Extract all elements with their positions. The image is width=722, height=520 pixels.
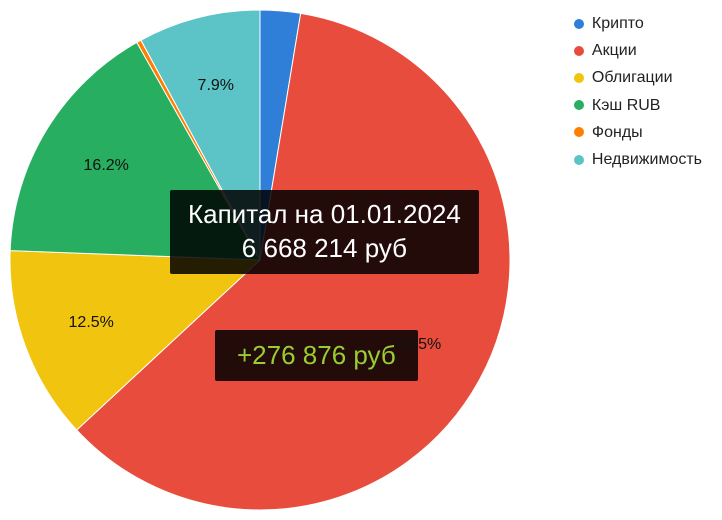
slice-label: 16.2% bbox=[84, 157, 129, 175]
capital-tooltip: Капитал на 01.01.2024 6 668 214 руб bbox=[170, 190, 479, 274]
tooltip-title: Капитал на 01.01.2024 bbox=[188, 198, 461, 232]
legend-item: Акции bbox=[574, 37, 702, 64]
legend-marker bbox=[574, 155, 584, 165]
legend-marker bbox=[574, 73, 584, 83]
legend-marker bbox=[574, 19, 584, 29]
delta-tooltip: +276 876 руб bbox=[215, 330, 418, 381]
legend-marker bbox=[574, 127, 584, 137]
legend-marker bbox=[574, 46, 584, 56]
legend-item: Крипто bbox=[574, 10, 702, 37]
legend: КриптоАкцииОблигацииКэш RUBФондыНедвижим… bbox=[574, 10, 702, 173]
delta-value: +276 876 руб bbox=[237, 340, 396, 370]
legend-label: Кэш RUB bbox=[592, 92, 661, 119]
legend-item: Облигации bbox=[574, 64, 702, 91]
legend-label: Облигации bbox=[592, 64, 673, 91]
legend-item: Недвижимость bbox=[574, 146, 702, 173]
slice-label: 7.9% bbox=[198, 77, 234, 95]
legend-label: Акции bbox=[592, 37, 637, 64]
tooltip-value: 6 668 214 руб bbox=[188, 232, 461, 266]
slice-label: 12.5% bbox=[69, 314, 114, 332]
slice-label: 60.5% bbox=[396, 336, 441, 354]
legend-label: Крипто bbox=[592, 10, 644, 37]
legend-label: Недвижимость bbox=[592, 146, 702, 173]
legend-item: Фонды bbox=[574, 119, 702, 146]
legend-label: Фонды bbox=[592, 119, 643, 146]
legend-marker bbox=[574, 100, 584, 110]
legend-item: Кэш RUB bbox=[574, 92, 702, 119]
